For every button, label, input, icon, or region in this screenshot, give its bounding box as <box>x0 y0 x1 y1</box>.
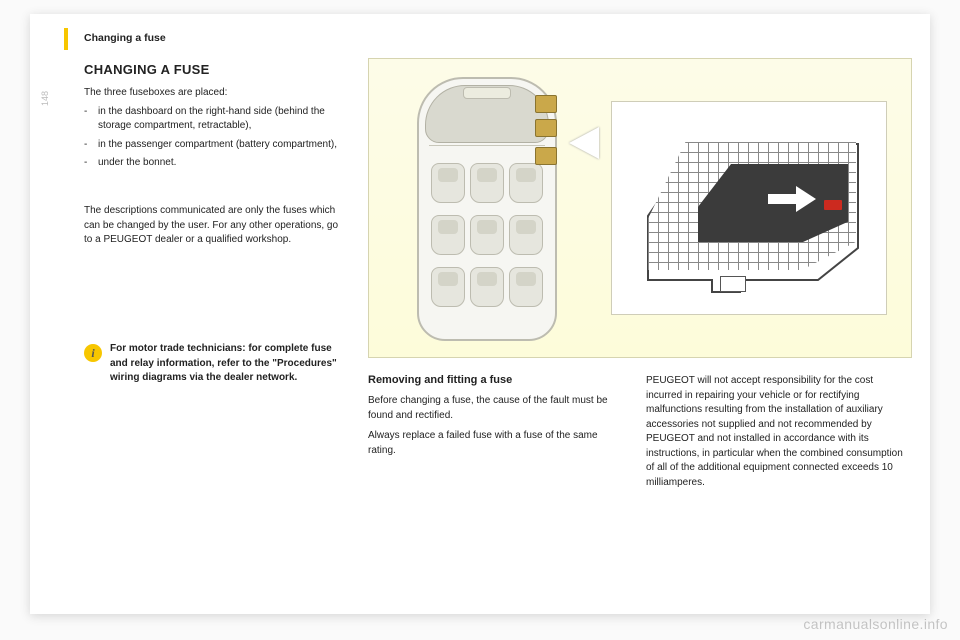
intro-item: in the passenger compartment (battery co… <box>84 138 349 153</box>
fusebox-marker <box>535 147 557 165</box>
info-note-text: For motor trade technicians: for complet… <box>110 342 349 386</box>
vehicle-seat <box>431 163 465 203</box>
illustration-box <box>368 58 912 358</box>
vehicle-seat <box>509 267 543 307</box>
vehicle-seat <box>509 163 543 203</box>
fusebox-panel <box>611 101 887 315</box>
intro-item: under the bonnet. <box>84 156 349 171</box>
vehicle-seat <box>509 215 543 255</box>
intro-item: in the dashboard on the right-hand side … <box>84 105 349 134</box>
vehicle-hood-line <box>429 145 545 146</box>
vehicle-sunroof <box>463 87 511 99</box>
info-icon: i <box>84 344 102 362</box>
disclaimer-text: PEUGEOT will not accept responsibility f… <box>646 374 912 490</box>
disclaimer-column: PEUGEOT will not accept responsibility f… <box>646 374 912 496</box>
page-number: 148 <box>40 91 50 106</box>
vehicle-seat <box>470 215 504 255</box>
description-text: The descriptions communicated are only t… <box>84 204 349 248</box>
accent-bar <box>64 28 68 50</box>
removing-p1: Before changing a fuse, the cause of the… <box>368 394 624 423</box>
manual-page: 148 Changing a fuse CHANGING A FUSE The … <box>30 14 930 614</box>
vehicle-seat <box>431 215 465 255</box>
pointer-arrow-icon <box>569 127 599 159</box>
intro-block: The three fuseboxes are placed: in the d… <box>84 86 349 171</box>
intro-list: in the dashboard on the right-hand side … <box>84 105 349 171</box>
removing-column: Removing and fitting a fuse Before chang… <box>368 374 624 464</box>
removing-heading: Removing and fitting a fuse <box>368 374 624 386</box>
removing-p2: Always replace a failed fuse with a fuse… <box>368 429 624 458</box>
vehicle-seat <box>470 163 504 203</box>
page-title: CHANGING A FUSE <box>84 62 210 77</box>
info-note: i For motor trade technicians: for compl… <box>84 342 349 386</box>
vehicle-seat <box>431 267 465 307</box>
fusebox-marker <box>535 119 557 137</box>
watermark: carmanualsonline.info <box>803 616 948 632</box>
fuse-puller-icon <box>824 200 842 210</box>
connector-box <box>720 276 746 292</box>
vehicle-top-view <box>403 71 571 347</box>
vehicle-seat <box>470 267 504 307</box>
section-header: Changing a fuse <box>84 32 166 44</box>
intro-lead: The three fuseboxes are placed: <box>84 86 349 101</box>
fusebox-marker <box>535 95 557 113</box>
